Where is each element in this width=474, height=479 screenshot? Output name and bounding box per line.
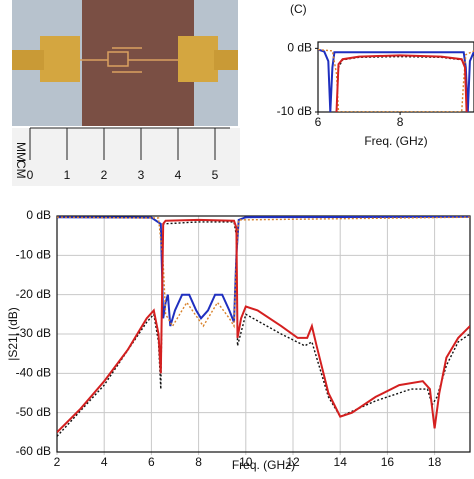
y-tick-label: -60 dB: [16, 444, 51, 458]
x-tick-label: 8: [397, 115, 404, 129]
plot-frame: [56, 215, 471, 453]
connector-left: [40, 36, 80, 82]
x-tick-label: 18: [428, 455, 442, 469]
substrate: [82, 0, 194, 126]
series-line: [57, 218, 470, 434]
y-tick-label: 0 dB: [287, 41, 312, 55]
y-tick-label: 0 dB: [26, 208, 51, 222]
x-axis-label: Freq. (GHz): [364, 134, 427, 148]
x-tick-label: 10: [239, 455, 253, 469]
x-tick-label: 8: [195, 455, 202, 469]
series-line: [335, 55, 468, 112]
ruler-unit: MM: [14, 142, 28, 162]
series-line: [318, 48, 474, 112]
x-tick-label: 14: [334, 455, 348, 469]
ruler-ticks: [29, 128, 216, 160]
x-tick-label: 6: [315, 115, 322, 129]
y-tick-label: -30 dB: [16, 326, 51, 340]
ruler-label: 1: [64, 168, 71, 182]
y-tick-label: -10 dB: [277, 104, 312, 118]
x-axis-label: Freq. (GHz): [232, 458, 295, 472]
series-line: [57, 221, 470, 437]
ruler-label: 2: [101, 168, 108, 182]
y-axis-label: |S21| (dB): [6, 307, 20, 361]
x-tick-label: 4: [101, 455, 108, 469]
y-tick-label: -20 dB: [16, 287, 51, 301]
ruler-label: 0: [27, 168, 34, 182]
series-line: [335, 54, 468, 112]
connector-right-pin: [214, 50, 238, 70]
series-line: [57, 216, 470, 329]
photo: [12, 0, 240, 186]
x-tick-label: 6: [148, 455, 155, 469]
x-tick-label: 16: [381, 455, 395, 469]
chart: (C) 0 dB -10 dB6 8 Freq. (GHz): [277, 2, 474, 148]
y-tick-label: -40 dB: [16, 366, 51, 380]
chart: 0 dB -10 dB -20 dB -30 dB -40 dB -50 dB -60 dB…: [6, 208, 471, 472]
y-tick-label: -50 dB: [16, 405, 51, 419]
connector-left-pin: [12, 50, 44, 70]
x-tick-label: 12: [286, 455, 300, 469]
chart-title: (C): [290, 2, 307, 16]
y-tick-label: -10 dB: [16, 248, 51, 262]
x-tick-label: 2: [54, 455, 61, 469]
series-line: [57, 216, 470, 327]
filter-trace: [80, 47, 178, 73]
ruler-label: 5: [212, 168, 219, 182]
connector-right: [178, 36, 218, 82]
ruler-label: 3: [138, 168, 145, 182]
ruler: [12, 128, 240, 186]
ruler-label: 4: [175, 168, 182, 182]
ruler-unit: CM: [14, 160, 28, 179]
series-line: [318, 48, 474, 112]
